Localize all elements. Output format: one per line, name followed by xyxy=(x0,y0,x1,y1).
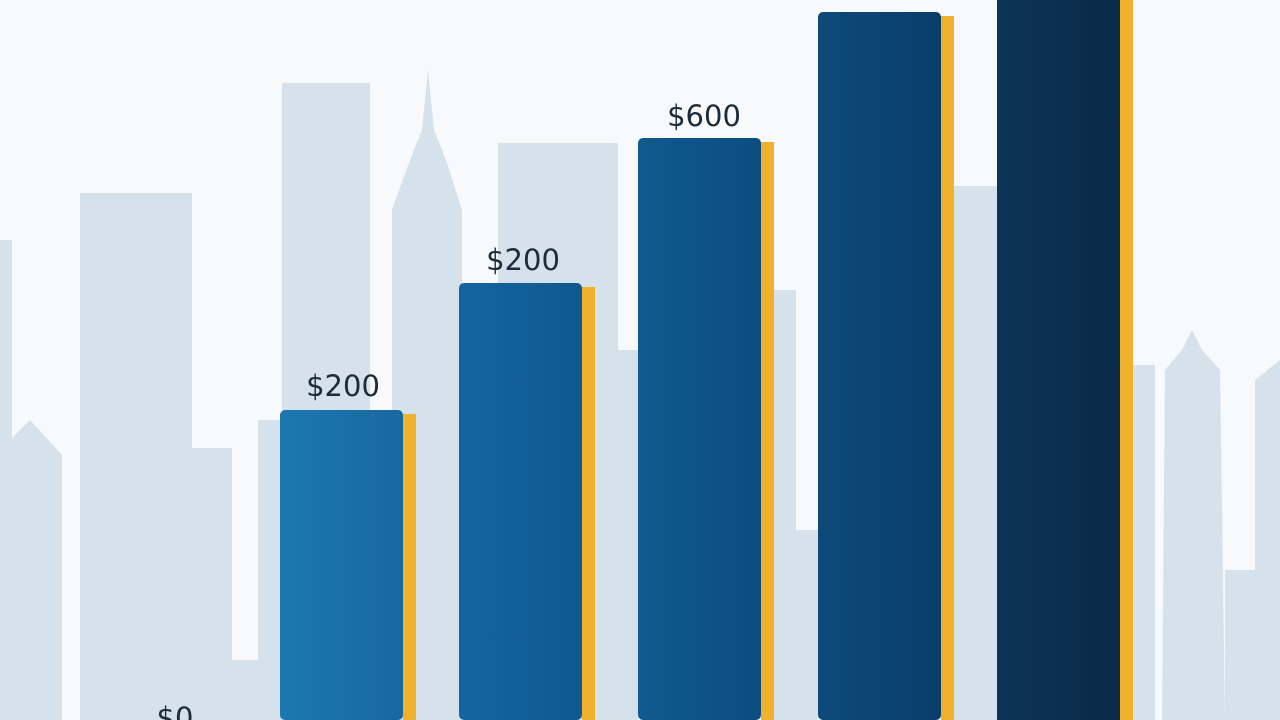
bar xyxy=(638,138,761,720)
bar xyxy=(818,12,941,720)
bar xyxy=(459,283,582,720)
bar-edge xyxy=(403,414,416,720)
bars xyxy=(280,0,1133,720)
label: $600 xyxy=(667,99,741,133)
bar-edge xyxy=(1120,0,1133,720)
label: $200 xyxy=(486,243,560,277)
label: $200 xyxy=(306,369,380,403)
bar-edge xyxy=(761,142,774,720)
bar xyxy=(997,0,1120,720)
bar-edge xyxy=(582,287,595,720)
bar xyxy=(280,410,403,720)
label: $0 xyxy=(157,701,194,720)
bar-edge xyxy=(941,16,954,720)
